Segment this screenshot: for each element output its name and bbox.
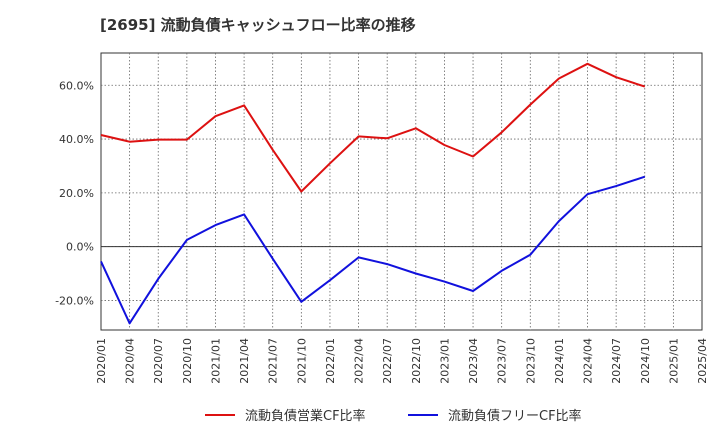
x-tick-label: 2025/01 (667, 338, 680, 384)
x-tick-label: 2025/04 (696, 338, 709, 384)
x-tick-label: 2021/07 (267, 338, 280, 384)
x-tick-label: 2023/04 (467, 338, 480, 384)
x-tick-label: 2021/04 (238, 338, 251, 384)
x-tick-label: 2024/07 (610, 338, 623, 384)
y-tick-label: 40.0% (59, 133, 94, 146)
x-tick-label: 2024/04 (582, 338, 595, 384)
x-tick-label: 2023/01 (438, 338, 451, 384)
y-tick-label: 20.0% (59, 187, 94, 200)
legend-label-2: 流動負債フリーCF比率 (448, 408, 582, 424)
x-tick-label: 2020/01 (95, 338, 108, 384)
y-tick-label: 60.0% (59, 79, 94, 92)
chart-title: [2695] 流動負債キャッシュフロー比率の推移 (100, 16, 416, 34)
x-tick-label: 2020/10 (181, 338, 194, 384)
x-tick-label: 2022/07 (381, 338, 394, 384)
plot-area (100, 52, 703, 331)
series-line-2 (100, 175, 646, 325)
x-tick-label: 2024/01 (553, 338, 566, 384)
x-tick-label: 2020/04 (124, 338, 137, 384)
series-line-1 (100, 62, 646, 193)
x-tick-label: 2022/01 (324, 338, 337, 384)
x-tick-label: 2020/07 (152, 338, 165, 384)
x-tick-label: 2023/07 (496, 338, 509, 384)
legend-label-1: 流動負債営業CF比率 (245, 408, 366, 424)
x-tick-label: 2023/10 (524, 338, 537, 384)
x-tick-label: 2021/01 (209, 338, 222, 384)
x-tick-label: 2022/04 (353, 338, 366, 384)
x-tick-label: 2022/10 (410, 338, 423, 384)
y-tick-label: -20.0% (55, 294, 94, 307)
x-tick-label: 2024/10 (639, 338, 652, 384)
x-tick-label: 2021/10 (295, 338, 308, 384)
y-tick-label: 0.0% (66, 241, 94, 254)
